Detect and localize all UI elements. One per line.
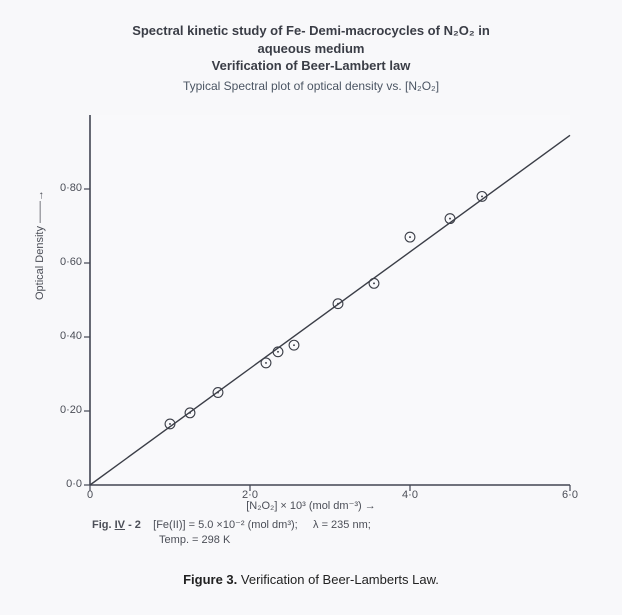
chart-titles: Spectral kinetic study of Fe- Demi-macro… — [0, 22, 622, 93]
y-tick-label: 0·40 — [42, 330, 82, 342]
figure-container: Spectral kinetic study of Fe- Demi-macro… — [0, 0, 622, 615]
y-tick-label: 0·80 — [42, 182, 82, 194]
title-line-1: Spectral kinetic study of Fe- Demi-macro… — [0, 22, 622, 40]
chart-subtitle: Typical Spectral plot of optical density… — [0, 79, 622, 93]
plot-area — [90, 115, 570, 485]
title-line-3: Verification of Beer-Lambert law — [0, 57, 622, 75]
condition-lambda: λ = 235 nm; — [313, 519, 371, 531]
outer-caption-label: Figure 3. — [183, 572, 237, 587]
y-axis-label: Optical Density ——→ — [34, 190, 46, 300]
inner-caption: Fig. IV - 2 [Fe(II)] = 5.0 ×10⁻² (mol dm… — [92, 518, 371, 548]
condition-fe: [Fe(II)] = 5.0 ×10⁻² (mol dm³); — [153, 519, 298, 531]
fig-label: Fig. IV - 2 — [92, 519, 141, 531]
y-tick-label: 0·60 — [42, 256, 82, 268]
scatter-plot-svg — [90, 115, 570, 485]
condition-temp: Temp. = 298 K — [159, 534, 230, 546]
x-axis-label: [N₂O₂] × 10³ (mol dm⁻³) → — [0, 499, 622, 512]
outer-caption-text: Verification of Beer-Lamberts Law. — [237, 572, 439, 587]
outer-caption: Figure 3. Verification of Beer-Lamberts … — [0, 572, 622, 587]
y-tick-label: 0·20 — [42, 404, 82, 416]
title-line-2: aqueous medium — [0, 40, 622, 58]
